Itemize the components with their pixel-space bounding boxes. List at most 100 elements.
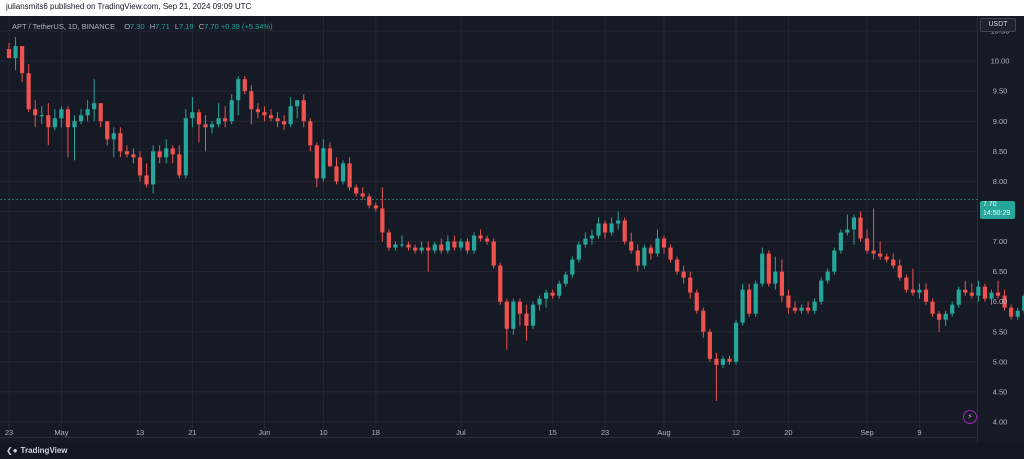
candle-up [576,241,581,263]
candle-down [969,283,974,299]
candle-down [937,310,942,332]
candle-body [714,358,719,365]
candle-body [85,109,90,116]
candle-down [255,103,260,119]
candle-down [426,241,431,272]
candle-body [92,103,97,110]
change-value: +0.39 (+5.34%) [220,22,273,31]
candle-up [511,298,516,335]
candle-body [301,100,306,122]
x-tick-label: 15 [548,428,556,437]
candle-down [262,106,267,122]
candles [6,37,1024,401]
candle-body [327,148,333,167]
candle-body [340,163,346,182]
candle-body [819,280,824,302]
candle-down [282,115,287,131]
candle-down [118,127,123,158]
candle-up [321,139,326,182]
candle-down [26,64,31,113]
candle-body [511,301,516,329]
candle-up [92,79,97,122]
candle-body [386,232,391,248]
candle-body [465,241,470,251]
candle-up [799,304,804,314]
candle-body [661,238,667,248]
candle-body [6,49,12,59]
candle-down [105,121,110,146]
x-tick-label: Sep [860,428,873,437]
candle-body [354,187,359,194]
candle-body [799,307,804,311]
candle-down [504,298,509,350]
candle-body [740,289,745,323]
candle-down [747,283,752,317]
x-tick-label: 20 [784,428,792,437]
candle-body [910,289,915,293]
candle-down [157,145,162,164]
candle-body [282,121,287,125]
candle-body [223,118,228,122]
candle-up [976,280,981,302]
candle-up [445,235,450,254]
candle-body [432,244,437,251]
candle-down [131,148,136,164]
candle-up [917,283,922,299]
candle-body [131,154,136,158]
candle-up [393,241,398,251]
candle-up [399,235,405,248]
lightning-icon[interactable]: ⚡ [963,410,977,424]
chart-grid [0,16,977,437]
x-tick-label: 23 [5,428,13,437]
candle-body [655,238,660,254]
candle-up [956,286,961,308]
x-tick-label: 9 [917,428,921,437]
x-tick-label: 12 [732,428,740,437]
candle-body [891,259,896,266]
candle-body [969,292,974,296]
candle-up [950,301,955,317]
candle-up [989,289,994,305]
candle-body [747,289,752,314]
candle-body [78,115,84,122]
candle-body [367,196,372,206]
x-tick-label: Jul [456,428,466,437]
candle-body [851,217,857,230]
candle-body [530,304,536,326]
candle-body [98,103,103,122]
tradingview-logo[interactable]: ❮● TradingView [6,446,68,455]
candle-down [308,118,313,152]
candle-down [177,145,182,179]
candle-down [485,235,490,245]
y-tick-label: 10.00 [991,57,1010,66]
candle-down [6,43,12,59]
candle-body [65,109,71,128]
high-label: H [149,22,156,31]
candle-body [838,232,843,251]
candle-body [137,157,143,176]
candle-body [707,331,712,359]
candle-up [229,94,234,125]
candle-up [236,76,241,116]
candle-body [118,133,123,152]
high-value: 7.71 [155,22,170,31]
candle-body [753,283,758,314]
candle-body [59,109,64,119]
candle-body [308,121,313,146]
candle-up [190,97,195,128]
candle-body [478,235,483,239]
candle-body [347,163,352,188]
candle-up [78,109,84,125]
currency-button[interactable]: USDT [980,18,1016,32]
candle-down [661,235,667,254]
candle-body [648,247,653,254]
candle-body [858,217,863,239]
candle-up [609,217,614,236]
candle-body [550,292,555,296]
candle-down [806,301,811,314]
candle-body [884,256,889,260]
candle-down [779,259,784,302]
price-axis-labels: 10.5010.009.509.008.508.007.507.006.506.… [991,27,1010,427]
x-tick-label: 13 [136,428,144,437]
